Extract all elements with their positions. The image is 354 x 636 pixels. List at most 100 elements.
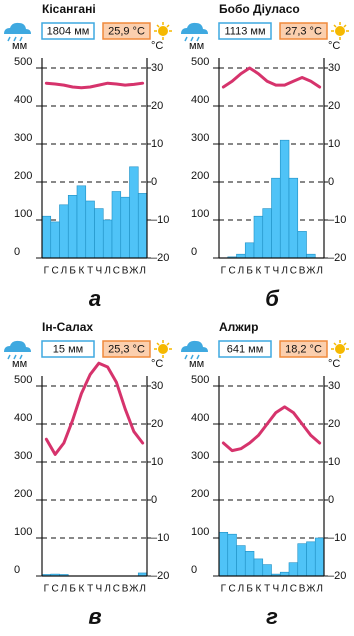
x-tick-label: Л (104, 266, 111, 277)
rain-icon (7, 354, 23, 360)
x-tick-label: Ч (96, 584, 103, 595)
y2-tick-label: –20 (151, 252, 169, 264)
sun-icon (158, 344, 168, 354)
y-tick-label: 300 (191, 450, 209, 462)
y2-tick-label: 20 (328, 100, 340, 112)
y2-tick-label: 0 (151, 176, 157, 188)
y-tick-label: 100 (14, 526, 32, 538)
y2-tick-label: 30 (151, 380, 163, 392)
precip-bar (67, 195, 78, 259)
x-tick-label: Л (281, 266, 288, 277)
y-tick-label: 400 (191, 412, 209, 424)
x-tick-label: Т (264, 266, 270, 277)
precip-box (218, 22, 272, 40)
precip-label: 641 мм (227, 343, 264, 355)
y2-axis-label: °C (151, 358, 163, 370)
x-tick-label: Ч (273, 266, 280, 277)
x-tick-label: К (78, 266, 84, 277)
y-tick-label: 300 (14, 450, 32, 462)
temp-label: 25,9 °C (108, 25, 145, 37)
panel-caption: а (89, 286, 101, 311)
temperature-line (44, 81, 145, 90)
y-tick-label: 500 (14, 374, 32, 386)
precip-box (41, 22, 95, 40)
y-tick-label: 400 (14, 412, 32, 424)
x-tick-label: В (122, 266, 129, 277)
y2-tick-label: 0 (151, 494, 157, 506)
precip-bar (314, 537, 325, 577)
precip-bar (297, 231, 307, 259)
x-tick-label: С (52, 266, 59, 277)
x-tick-label: Т (87, 584, 93, 595)
y2-tick-label: –20 (328, 252, 346, 264)
cloud-icon (4, 22, 31, 34)
precip-bar (41, 215, 52, 259)
y-axis-label: мм (12, 40, 27, 52)
y-tick-label: 200 (191, 170, 209, 182)
x-tick-label: Л (61, 584, 68, 595)
y2-tick-label: –10 (328, 532, 346, 544)
y-axis-label: мм (189, 40, 204, 52)
y-axis-label: мм (12, 358, 27, 370)
y-tick-label: 200 (14, 488, 32, 500)
temp-label: 18,2 °C (285, 343, 322, 355)
precip-bar (137, 193, 148, 259)
y-tick-label: 0 (14, 246, 20, 258)
x-tick-label: Л (104, 584, 111, 595)
precip-bar (306, 541, 316, 577)
y-tick-label: 0 (191, 246, 197, 258)
sun-icon (335, 344, 345, 354)
y-tick-label: 100 (191, 526, 209, 538)
x-tick-label: В (122, 584, 129, 595)
y-axis-label: мм (189, 358, 204, 370)
x-tick-label: Б (246, 266, 253, 277)
y-tick-label: 500 (191, 374, 209, 386)
panel-title: Ін-Салах (42, 320, 93, 334)
y2-tick-label: 30 (328, 62, 340, 74)
precip-label: 1804 мм (47, 25, 90, 37)
cloud-icon (181, 22, 208, 34)
temp-box (102, 22, 151, 40)
x-tick-label: С (229, 584, 236, 595)
x-tick-label: Ч (273, 584, 280, 595)
x-tick-label: Т (264, 584, 270, 595)
y-tick-label: 400 (14, 94, 32, 106)
x-tick-label: Ж (306, 266, 316, 277)
x-tick-label: С (290, 584, 297, 595)
precip-bar (129, 166, 139, 259)
y-tick-label: 0 (14, 564, 20, 576)
precip-bar (262, 208, 272, 259)
precip-bar (102, 219, 113, 259)
sun-rays (154, 340, 172, 358)
x-tick-label: К (255, 584, 261, 595)
temperature-line (221, 405, 322, 453)
y-tick-label: 200 (191, 488, 209, 500)
sun-rays (331, 340, 349, 358)
temp-box (279, 22, 328, 40)
y2-tick-label: –10 (328, 214, 346, 226)
precip-bar (236, 545, 246, 577)
sun-rays (154, 22, 172, 40)
precip-bar (111, 191, 122, 259)
x-tick-label: С (113, 584, 120, 595)
x-tick-label: Ж (129, 584, 139, 595)
precip-label: 1113 мм (224, 25, 265, 37)
y2-tick-label: –10 (151, 214, 169, 226)
precip-bar (297, 543, 307, 577)
x-tick-label: Л (316, 266, 323, 277)
temp-box (279, 340, 328, 358)
y2-axis-label: °C (328, 358, 340, 370)
precip-bar (227, 533, 237, 577)
y2-tick-label: 20 (151, 418, 163, 430)
y-tick-label: 300 (191, 132, 209, 144)
panel-caption: г (266, 604, 278, 629)
y-tick-label: 100 (14, 208, 32, 220)
temp-label: 25,3 °C (108, 343, 145, 355)
precip-box (218, 340, 272, 358)
y2-axis-label: °C (328, 40, 340, 52)
x-tick-label: Б (246, 584, 253, 595)
